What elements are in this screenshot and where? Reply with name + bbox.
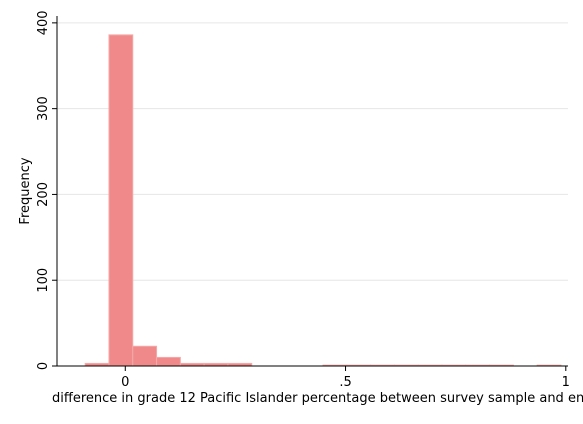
histogram-bars (84, 34, 562, 367)
y-tick-label: 200 (36, 182, 51, 207)
y-axis-title: Frequency (18, 157, 33, 224)
histogram-bar (132, 345, 158, 367)
x-tick-label: 0 (121, 375, 129, 390)
x-tick-label: .5 (339, 375, 351, 390)
y-axis-ticks: 0 100 200 300 400 (36, 10, 57, 370)
y-tick-label: 0 (36, 362, 51, 370)
gridlines (57, 22, 568, 281)
histogram-bar (156, 356, 181, 367)
x-tick-label: 1 (562, 375, 570, 390)
y-tick-label: 300 (36, 96, 51, 121)
y-tick-label: 400 (36, 10, 51, 35)
x-axis-title: difference in grade 12 Pacific Islander … (52, 391, 583, 406)
y-tick-label: 100 (36, 268, 51, 293)
histogram-bar (108, 34, 134, 367)
x-axis-ticks: 0.5 1 (121, 366, 570, 390)
axes (56, 16, 568, 367)
